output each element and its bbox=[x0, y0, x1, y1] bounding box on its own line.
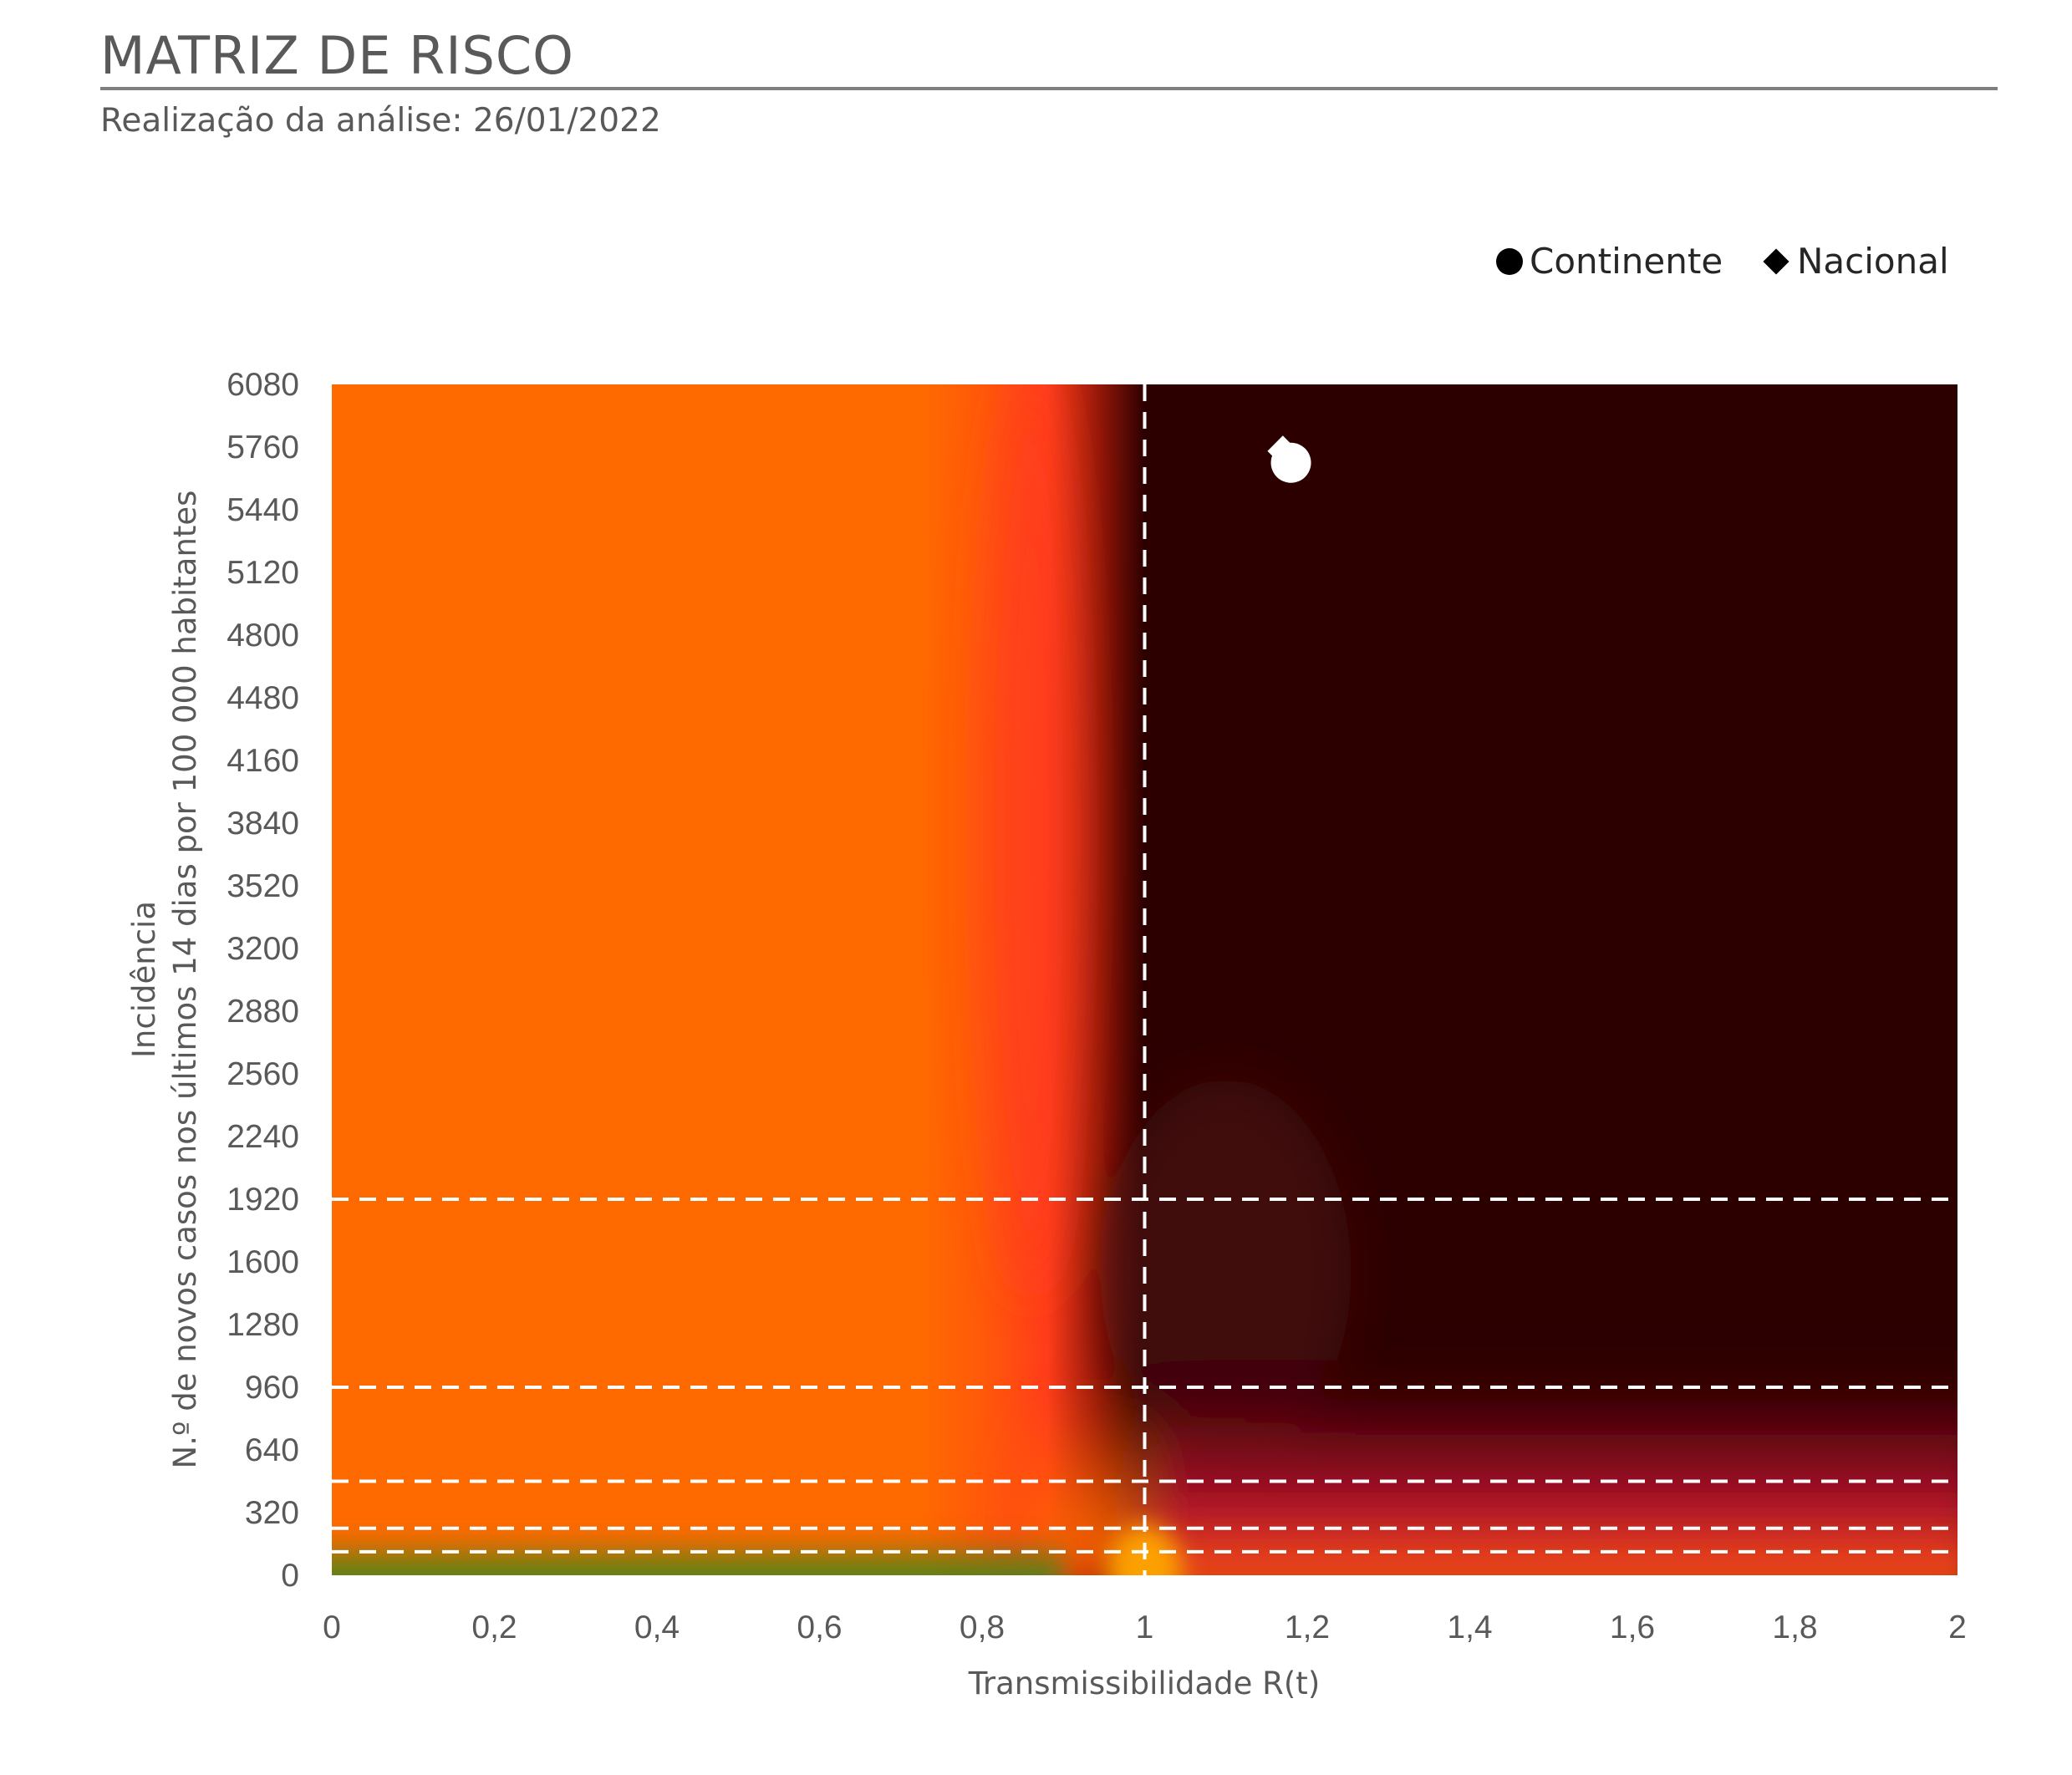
x-tick-label: 0,8 bbox=[960, 1610, 1005, 1645]
x-tick-label: 1,8 bbox=[1772, 1610, 1817, 1645]
page-title: MATRIZ DE RISCO bbox=[100, 25, 574, 86]
y-tick-label: 4160 bbox=[227, 743, 299, 779]
y-tick-label: 1600 bbox=[227, 1244, 299, 1280]
y-tick-label: 6080 bbox=[227, 367, 299, 403]
legend-marker-continente bbox=[1496, 248, 1523, 275]
y-tick-label: 320 bbox=[245, 1495, 299, 1531]
data-points bbox=[1267, 435, 1311, 483]
x-tick-label: 1,2 bbox=[1285, 1610, 1330, 1645]
analysis-date: Realização da análise: 26/01/2022 bbox=[100, 102, 661, 140]
x-tick-label: 0,6 bbox=[797, 1610, 842, 1645]
x-axis-ticks: 0 0,2 0,4 0,6 0,8 1 1,2 1,4 1,6 1,8 2 bbox=[323, 1610, 1967, 1645]
x-tick-label: 0,4 bbox=[634, 1610, 680, 1645]
legend-label-nacional: Nacional bbox=[1797, 241, 1949, 282]
y-tick-label: 5760 bbox=[227, 430, 299, 465]
threshold-lines bbox=[332, 384, 1957, 1575]
y-tick-label: 3840 bbox=[227, 806, 299, 842]
x-tick-label: 0,2 bbox=[471, 1610, 517, 1645]
heatmap-green-strip bbox=[332, 1536, 1064, 1575]
heatmap-detail-regions bbox=[332, 1525, 1183, 1575]
y-tick-label: 960 bbox=[245, 1370, 299, 1406]
y-tick-label: 4480 bbox=[227, 680, 299, 716]
y-tick-label: 0 bbox=[281, 1558, 299, 1594]
legend: Continente Nacional bbox=[1496, 241, 1949, 282]
point-continente bbox=[1270, 442, 1311, 483]
y-axis-ticks: 0 320 640 960 1280 1600 1920 2240 2560 2880 3200 35… bbox=[227, 367, 299, 1594]
y-tick-label: 3520 bbox=[227, 868, 299, 904]
x-tick-label: 2 bbox=[1948, 1610, 1967, 1645]
heatmap-red-band bbox=[980, 384, 1082, 1299]
x-tick-label: 1 bbox=[1136, 1610, 1154, 1645]
y-tick-label: 5120 bbox=[227, 555, 299, 591]
y-tick-label: 2560 bbox=[227, 1056, 299, 1092]
y-tick-label: 1280 bbox=[227, 1307, 299, 1343]
y-tick-label: 640 bbox=[245, 1432, 299, 1468]
x-tick-label: 0 bbox=[323, 1610, 341, 1645]
legend-marker-nacional bbox=[1763, 248, 1789, 275]
y-tick-label: 5440 bbox=[227, 492, 299, 528]
legend-label-continente: Continente bbox=[1530, 241, 1723, 282]
y-tick-label: 4800 bbox=[227, 618, 299, 654]
y-tick-label: 1920 bbox=[227, 1182, 299, 1218]
y-axis-label-detail: N.º de novos casos nos últimos 14 dias p… bbox=[167, 491, 203, 1469]
x-tick-label: 1,4 bbox=[1447, 1610, 1492, 1645]
heatmap-low-right-band bbox=[1144, 1360, 1957, 1575]
y-tick-label: 2240 bbox=[227, 1119, 299, 1155]
title-divider bbox=[100, 87, 1998, 90]
x-axis-label: Transmissibilidade R(t) bbox=[968, 1666, 1321, 1701]
y-tick-label: 3200 bbox=[227, 931, 299, 967]
heatmap-background bbox=[332, 384, 1957, 1575]
y-tick-label: 2880 bbox=[227, 994, 299, 1030]
y-axis-label: Incidência bbox=[126, 901, 162, 1058]
x-tick-label: 1,6 bbox=[1610, 1610, 1655, 1645]
